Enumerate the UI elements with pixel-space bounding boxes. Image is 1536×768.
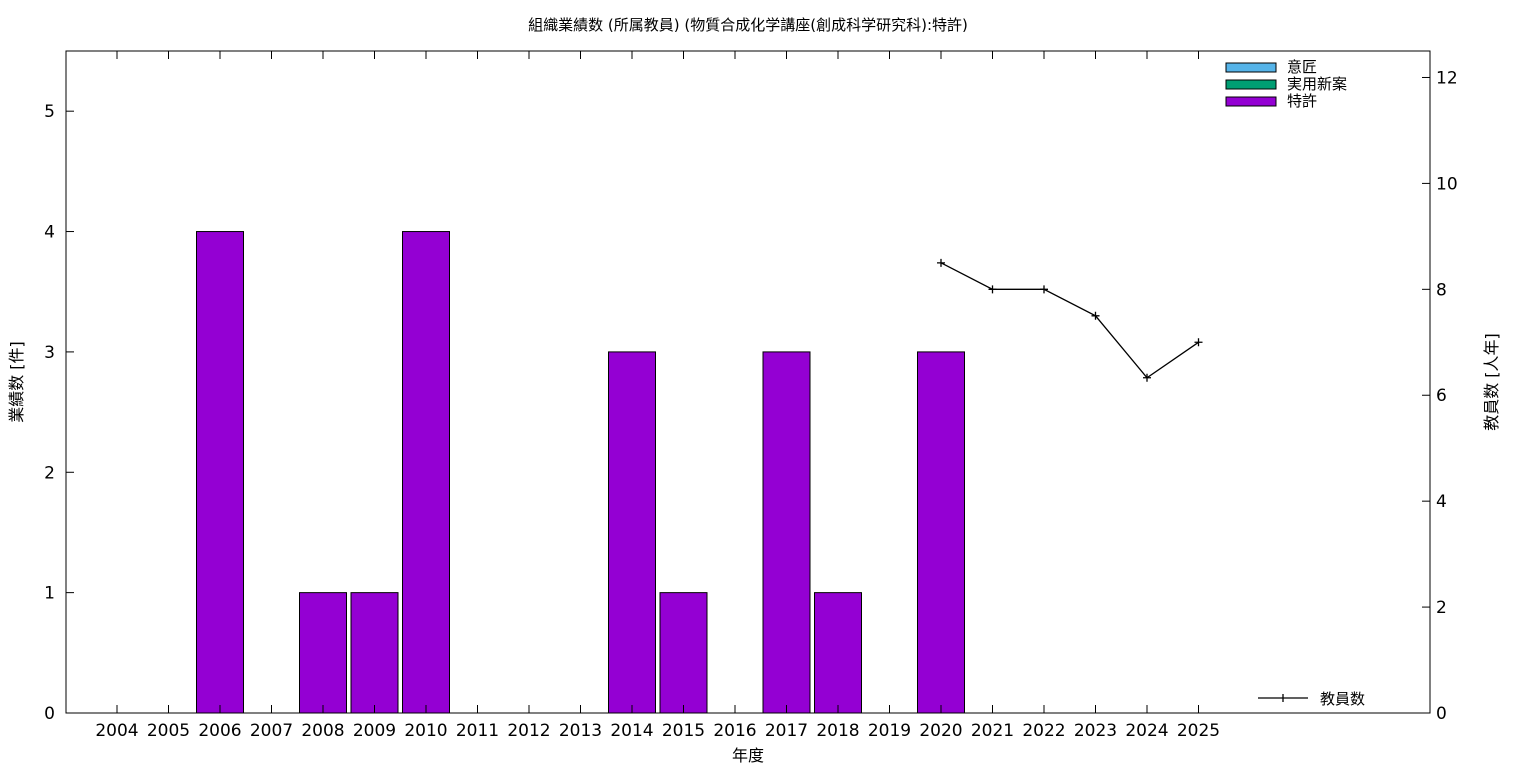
y2-tick-label: 12: [1436, 68, 1458, 88]
y-axis-label: 業績数 [件]: [7, 341, 26, 423]
x-tick-label: 2015: [662, 721, 705, 741]
x-tick-label: 2021: [971, 721, 1014, 741]
bar-2018: [814, 592, 862, 714]
x-tick-label: 2007: [250, 721, 293, 741]
bar-2008: [299, 592, 347, 714]
x-tick-label: 2012: [507, 721, 550, 741]
legend-swatch: [1225, 62, 1277, 73]
y2-tick-label: 0: [1436, 704, 1447, 724]
x-tick-label: 2023: [1074, 721, 1117, 741]
x-tick-label: 2018: [816, 721, 859, 741]
x-tick-label: 2009: [353, 721, 396, 741]
line-layer: [937, 258, 1203, 382]
x-axis-label: 年度: [732, 746, 764, 765]
line-point-2022: [1040, 285, 1048, 294]
legend-label: 実用新案: [1287, 75, 1347, 93]
x-tick-label: 2008: [301, 721, 344, 741]
y-tick-label: 4: [44, 223, 55, 243]
legend-swatch: [1225, 79, 1277, 90]
line-point-2021: [988, 285, 997, 294]
legend-label: 特許: [1287, 92, 1317, 110]
y-tick-label: 3: [44, 343, 55, 363]
y2-tick-label: 4: [1436, 492, 1447, 512]
x-tick-label: 2024: [1125, 721, 1168, 741]
x-tick-label: 2004: [95, 721, 138, 741]
y2-axis-label: 教員数 [人年]: [1482, 333, 1501, 431]
y2-tick-label: 6: [1436, 386, 1447, 406]
bar-2010: [402, 231, 450, 714]
chart-title: 組織業績数 (所属教員) (物質合成化学講座(創成科学研究科):特許): [528, 16, 968, 34]
bar-2006: [196, 231, 244, 714]
x-tick-label: 2013: [559, 721, 602, 741]
x-tick-label: 2014: [610, 721, 653, 741]
y-tick-label: 5: [44, 102, 55, 122]
y-tick-label: 2: [44, 463, 55, 483]
x-tick-label: 2010: [404, 721, 447, 741]
y2-tick-label: 2: [1436, 598, 1447, 618]
bar-2014: [608, 351, 656, 714]
y2-tick-label: 10: [1436, 174, 1458, 194]
line-point-2024: [1143, 373, 1151, 382]
x-tick-label: 2025: [1177, 721, 1220, 741]
line-point-2025: [1194, 338, 1203, 347]
x-tick-label: 2017: [765, 721, 808, 741]
bars-layer: [196, 231, 965, 714]
legend-label: 意匠: [1287, 58, 1317, 76]
legend-line-label: 教員数: [1320, 690, 1365, 708]
y-tick-label: 1: [44, 584, 55, 604]
bar-2015: [659, 592, 708, 714]
x-tick-label: 2016: [713, 721, 756, 741]
x-tick-label: 2022: [1022, 721, 1065, 741]
y-tick-label: 0: [44, 704, 55, 724]
bar-2017: [762, 351, 811, 714]
bar-2009: [350, 592, 399, 714]
bar-2020: [917, 351, 965, 714]
line-point-2020: [937, 258, 945, 267]
line-point-2023: [1091, 311, 1100, 320]
x-tick-label: 2020: [919, 721, 962, 741]
legend-line-swatch: [1258, 694, 1308, 702]
plot-frame: [65, 50, 1431, 714]
y2-tick-label: 8: [1436, 280, 1447, 300]
x-tick-label: 2005: [147, 721, 190, 741]
line-series: [940, 262, 1199, 379]
legend-swatch: [1225, 96, 1277, 107]
x-tick-label: 2011: [456, 721, 499, 741]
x-tick-label: 2006: [198, 721, 241, 741]
x-tick-label: 2019: [868, 721, 911, 741]
ticks-layer: 2004 2005 2006 2007 2008 2009 2010 2011 2012 2013…: [44, 51, 1458, 741]
